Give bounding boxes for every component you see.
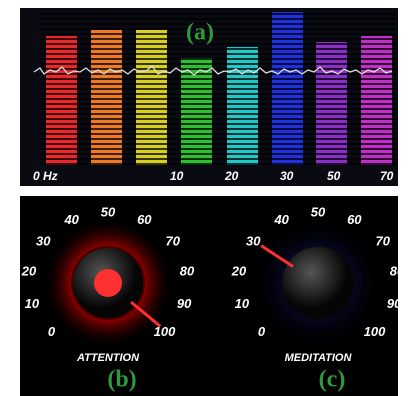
gauge-tick-label: 50 [311,204,326,219]
gauge-tick-label: 30 [246,233,261,248]
gauge-tick-label: 80 [390,263,405,278]
axis-label: 0 Hz [33,169,58,183]
screen: (a) 0 Hz1020305070 010203040506070809010… [0,0,418,396]
gauge-title: ATTENTION [76,352,140,364]
gauge-tick-label: 90 [177,296,192,311]
gauge-tick-label: 100 [364,324,386,339]
gauge-tick-label: 60 [137,212,152,227]
gauge-title: MEDITATION [285,352,353,364]
spectrum-bars [40,10,396,168]
gauge-tick-label: 60 [347,212,362,227]
axis-label: 30 [280,169,294,183]
axis-label: 20 [224,169,239,183]
panel-label: (c) [319,367,346,393]
gauge-tick-label: 40 [63,212,79,227]
panel-label: (a) [186,20,214,46]
gauge-tick-label: 20 [231,263,247,278]
gauge-tick-label: 90 [387,296,402,311]
panel-label: (b) [107,367,136,393]
axis-label: 70 [380,169,394,183]
gauge-tick-label: 40 [273,212,289,227]
gauge-tick-label: 50 [101,204,116,219]
gauge-center [94,269,122,297]
gauge-tick-label: 10 [235,296,250,311]
gauge-tick-label: 20 [21,263,37,278]
axis-label: 10 [170,169,184,183]
gauge-tick-label: 30 [36,233,51,248]
gauge-tick-label: 10 [25,296,40,311]
gauge-tick-label: 80 [180,263,195,278]
gauge-tick-label: 0 [258,324,266,339]
stripes [40,10,396,168]
gauge-knob [282,247,354,319]
axis-label: 50 [327,169,341,183]
gauge-tick-label: 100 [154,324,176,339]
gauge-tick-label: 70 [165,233,180,248]
gauge-tick-label: 70 [375,233,390,248]
gauge-tick-label: 0 [48,324,56,339]
